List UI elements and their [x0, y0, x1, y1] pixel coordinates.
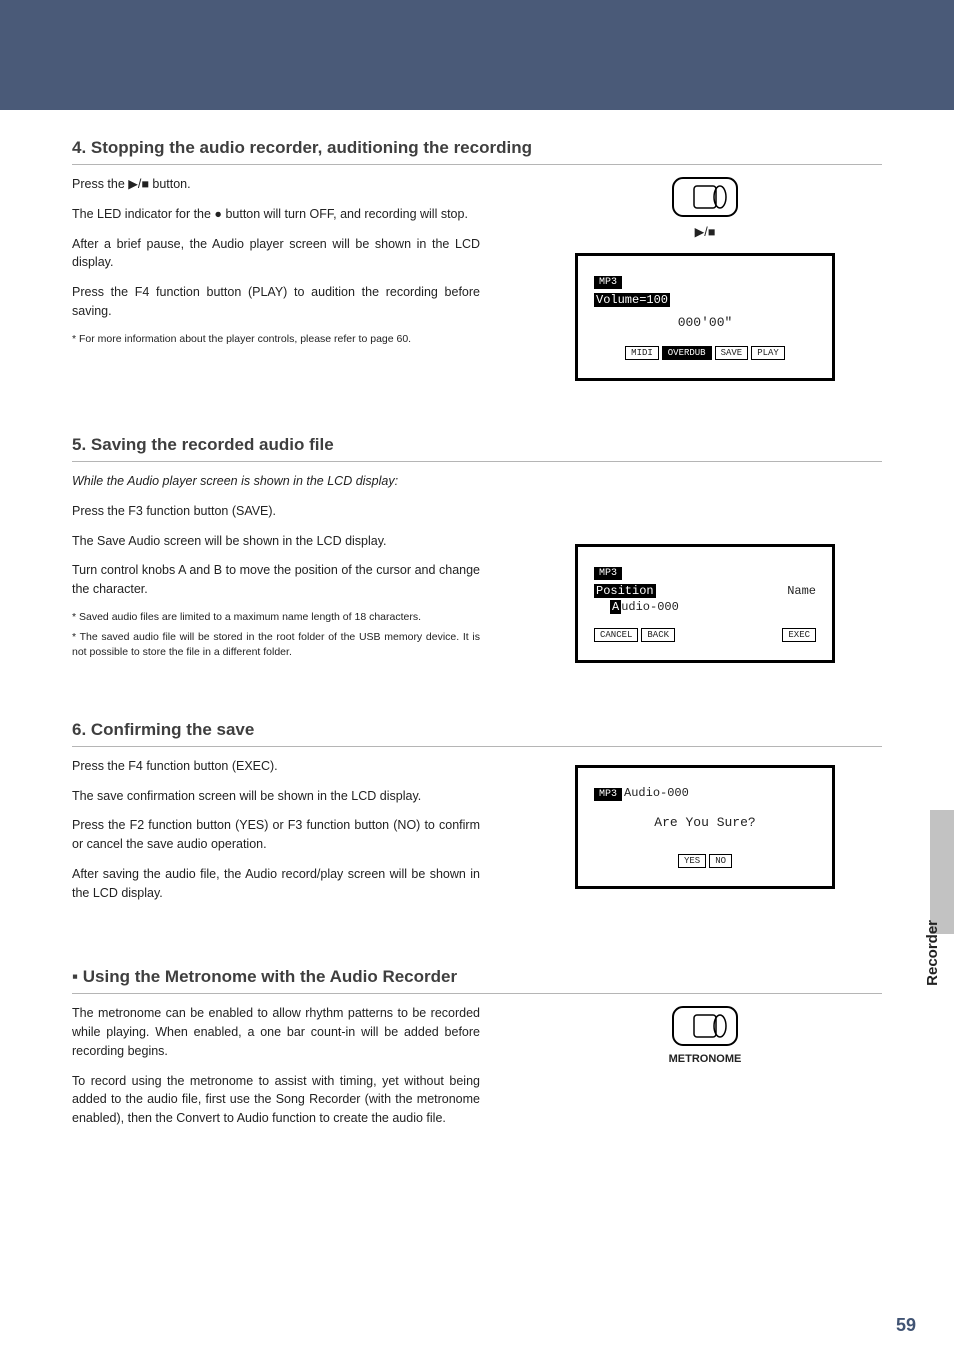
sec5-p3: Turn control knobs A and B to move the p…: [72, 561, 480, 599]
lcd-tag: MP3: [594, 276, 622, 289]
page-number: 59: [896, 1315, 916, 1336]
lcd6-prompt: Are You Sure?: [594, 805, 816, 840]
section-5-title: 5. Saving the recorded audio file: [72, 435, 882, 462]
sec6-p1: Press the F4 function button (EXEC).: [72, 757, 480, 776]
sec5-intro: While the Audio player screen is shown i…: [72, 472, 480, 491]
sec5-note2: * The saved audio file will be stored in…: [72, 630, 480, 659]
sec6-p4: After saving the audio file, the Audio r…: [72, 865, 480, 903]
sec5-lcd: MP3 Position Name Audio-000 CANCEL: [575, 544, 835, 663]
sec4-p4: Press the F4 function button (PLAY) to a…: [72, 283, 480, 321]
sec4-p2: The LED indicator for the ● button will …: [72, 205, 480, 224]
lcd6-header: MP3Audio-000: [594, 786, 816, 803]
lcd-time: 000'00": [594, 309, 816, 332]
lcd5-filename: Audio-000: [594, 600, 816, 614]
sec5-p2: The Save Audio screen will be shown in t…: [72, 532, 480, 551]
metronome-button-figure: METRONOME: [669, 1006, 742, 1065]
section-4-title: 4. Stopping the audio recorder, audition…: [72, 138, 882, 165]
lcd6-btn-yes: YES: [678, 854, 706, 868]
lcd-buttons-row: MIDI OVERDUB SAVE PLAY: [594, 346, 816, 360]
sec4-p1: Press the ▶/■ button.: [72, 175, 480, 194]
lcd5-tag: MP3: [594, 567, 622, 580]
sec6-p2: The save confirmation screen will be sho…: [72, 787, 480, 806]
play-stop-button-figure: ▶/■: [672, 177, 738, 239]
play-stop-label: ▶/■: [672, 224, 738, 239]
play-stop-button-icon: [672, 177, 738, 217]
side-label: Recorder: [924, 920, 941, 986]
lcd-btn-midi: MIDI: [625, 346, 659, 360]
lcd-volume: Volume=100: [594, 293, 670, 307]
lcd5-name-label: Name: [787, 584, 816, 598]
lcd5-buttons: CANCEL BACK EXEC: [594, 628, 816, 642]
lcd-btn-overdub: OVERDUB: [662, 346, 712, 360]
lcd-btn-save: SAVE: [715, 346, 749, 360]
section-6: 6. Confirming the save Press the F4 func…: [72, 720, 882, 914]
lcd5-btn-exec: EXEC: [782, 628, 816, 642]
sec4-note: * For more information about the player …: [72, 332, 480, 347]
metronome-label: METRONOME: [669, 1053, 742, 1065]
lcd6-btn-no: NO: [709, 854, 732, 868]
sec7-p2: To record using the metronome to assist …: [72, 1072, 480, 1128]
section-7-title: ▪ Using the Metronome with the Audio Rec…: [72, 967, 882, 994]
sec7-p1: The metronome can be enabled to allow rh…: [72, 1004, 480, 1060]
sec5-note1: * Saved audio files are limited to a max…: [72, 610, 480, 625]
sec4-lcd: MP3 Volume=100 000'00" MIDI OVERDUB SAVE…: [575, 253, 835, 381]
side-tab: [930, 810, 954, 934]
lcd5-position: Position: [594, 584, 656, 598]
section-6-title: 6. Confirming the save: [72, 720, 882, 747]
lcd-btn-play: PLAY: [751, 346, 785, 360]
section-4: 4. Stopping the audio recorder, audition…: [72, 138, 882, 381]
sec6-lcd: MP3Audio-000 Are You Sure? YES NO: [575, 765, 835, 889]
metronome-button-icon: [672, 1006, 738, 1046]
sec4-p3: After a brief pause, the Audio player sc…: [72, 235, 480, 273]
section-5: 5. Saving the recorded audio file While …: [72, 435, 882, 666]
header-band: [0, 0, 954, 110]
sec6-p3: Press the F2 function button (YES) or F3…: [72, 816, 480, 854]
lcd6-buttons: YES NO: [594, 854, 816, 868]
section-7: ▪ Using the Metronome with the Audio Rec…: [72, 967, 882, 1139]
sec5-p1: Press the F3 function button (SAVE).: [72, 502, 480, 521]
lcd5-btn-cancel: CANCEL: [594, 628, 638, 642]
lcd5-btn-back: BACK: [641, 628, 675, 642]
